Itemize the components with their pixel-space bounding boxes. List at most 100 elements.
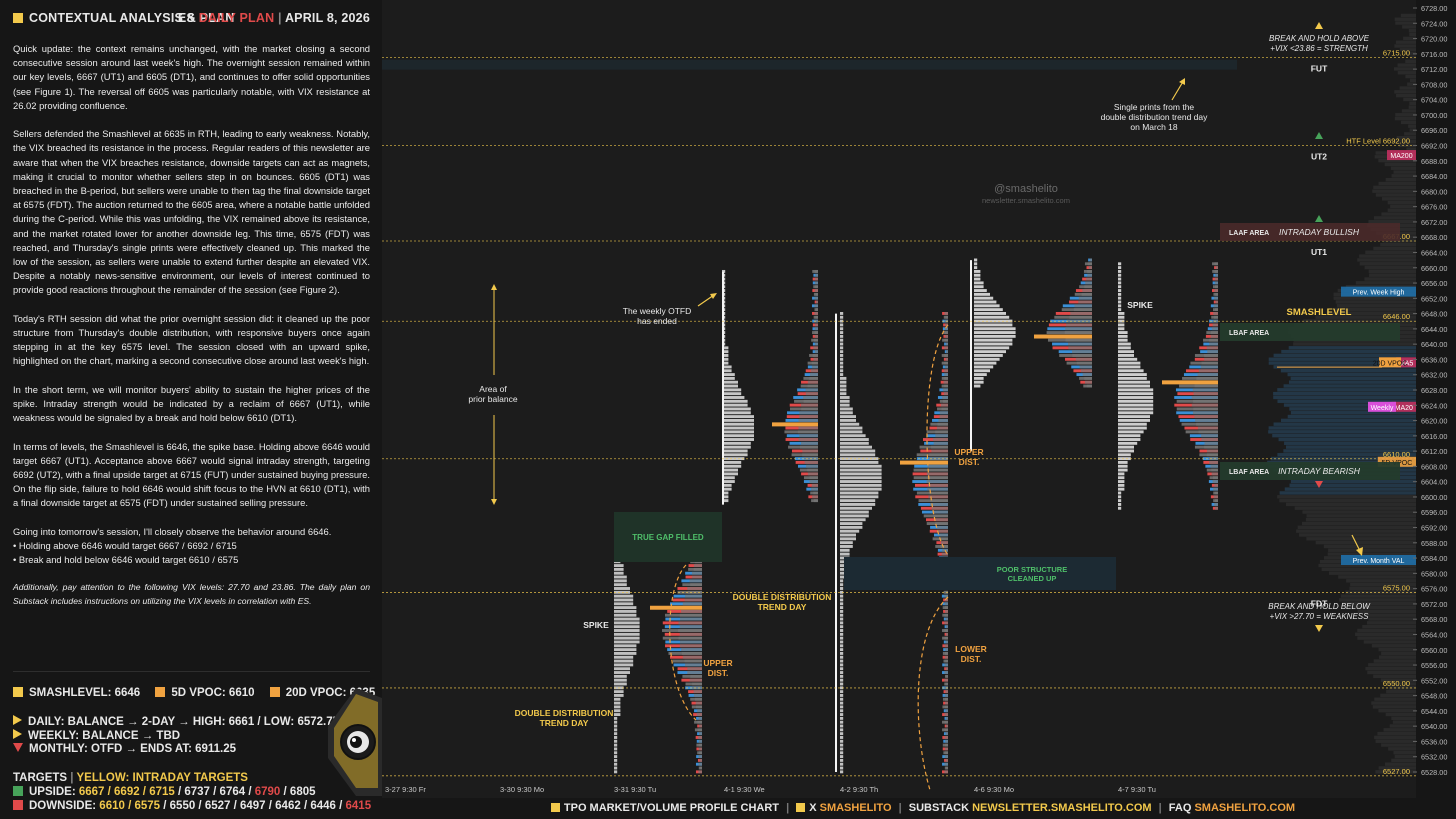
vp-bar [1287,414,1416,419]
tpo-row [840,388,847,392]
upper-dist-label-1a: UPPER [703,658,732,668]
y-tick-label: 6536.00 [1421,737,1447,746]
x-tick-label: 3-27 9:30 Fr [385,785,426,794]
y-tick-label: 6688.00 [1421,157,1447,166]
upside-label: UPSIDE: [29,786,76,798]
level-value-label: 6646.00 [1383,312,1410,321]
tpo-row [1118,334,1128,338]
tpo-row [1118,361,1141,365]
level-value-label: 6550.00 [1383,679,1410,688]
price-tag-text: Prev. Month VAL [1353,558,1405,565]
vp-bar [1375,193,1416,197]
tpo-row [614,632,640,636]
vp-bar [1371,644,1416,648]
poc-marker [1034,334,1092,339]
vp-bar [1341,602,1416,606]
y-tick-label: 6724.00 [1421,19,1447,28]
tpo-row [840,319,844,323]
vp-bar [1409,128,1416,132]
vp-bar [1357,609,1416,614]
vp-bar [1288,346,1416,350]
tpo-row [722,499,729,503]
tpo-row [840,728,844,732]
single-prints-label-1: Single prints from the [1114,102,1195,112]
tpo-row [840,411,853,415]
tpo-row [722,384,738,388]
tpo-row [1118,354,1134,357]
up-triangle-icon [1315,22,1323,29]
y-tick-label: 6532.00 [1421,753,1447,762]
tpo-row [614,743,618,747]
tpo-row [840,575,847,579]
vp-bar [1378,766,1416,770]
vp-bar [1409,78,1416,83]
tpo-row [840,483,882,487]
tpo-row [840,751,844,755]
faq-link[interactable]: SMASHELITO.COM [1194,802,1296,814]
vp-bar [1369,273,1416,277]
tpo-row [1118,499,1122,503]
tpo-row [722,369,732,373]
tpo-row [840,522,863,525]
tpo-row [1118,319,1125,323]
tpo-row [1118,312,1125,315]
tpo-row [722,269,726,273]
down-triangle-icon [1315,625,1323,632]
vp-bar [1365,613,1416,617]
double-dist-label-1b: TREND DAY [540,718,589,728]
bullet-2: • Break and hold below 6646 would target… [13,554,239,566]
tpo-row [614,621,640,625]
tpo-row [974,269,981,273]
double-dist-label-2b: TREND DAY [758,602,807,612]
vp-bar [1378,181,1416,186]
tpo-row [840,415,856,419]
fut-band [382,59,1237,70]
vp-bar [1372,705,1416,709]
vp-bar [1306,537,1416,541]
y-tick-label: 6652.00 [1421,294,1447,303]
tpo-row [840,739,844,743]
tpo-row [1118,365,1141,369]
watermark-url: newsletter.smashelito.com [982,196,1070,205]
vp-bar [1296,529,1416,533]
vp-bar [1381,197,1416,201]
tpo-row [840,552,850,556]
substack-link[interactable]: NEWSLETTER.SMASHELITO.COM [972,802,1152,814]
tpo-row [840,724,844,728]
tpo-row [840,762,844,766]
tpo-row [614,701,621,705]
level-value-label: 6527.00 [1383,767,1410,776]
tpo-row [840,732,844,736]
weekly-tag-text: Weekly [1371,405,1394,412]
vp-bar [1365,666,1416,671]
x-handle-link[interactable]: SMASHELITO [819,802,892,814]
tpo-row [974,300,997,304]
tpo-row [614,571,624,575]
tpo-row [614,724,618,728]
y-tick-label: 6592.00 [1421,524,1447,533]
tpo-row [614,598,634,602]
tpo-row [974,346,1010,350]
tpo-row [840,338,844,342]
tpo-row [1118,399,1154,403]
vp-bar [1323,544,1416,549]
tpo-row [840,426,863,430]
tpo-row [974,292,990,296]
tpo-row [840,480,882,483]
tpo-row [974,277,981,281]
tpo-row [840,315,844,319]
vp-bar [1268,361,1416,365]
spike-label-1: SPIKE [583,620,609,630]
poc-marker [1162,380,1218,385]
y-tick-label: 6708.00 [1421,80,1447,89]
tpo-row [722,441,751,445]
tpo-row [722,392,742,396]
tpo-row [840,625,844,629]
tpo-row [840,713,844,716]
tpo-row [840,323,844,327]
lbaf-zone-lower [1220,462,1400,480]
vp-bar [1345,590,1416,594]
tpo-row [1118,483,1125,487]
tpo-row [614,678,627,682]
tpo-row [840,579,844,583]
